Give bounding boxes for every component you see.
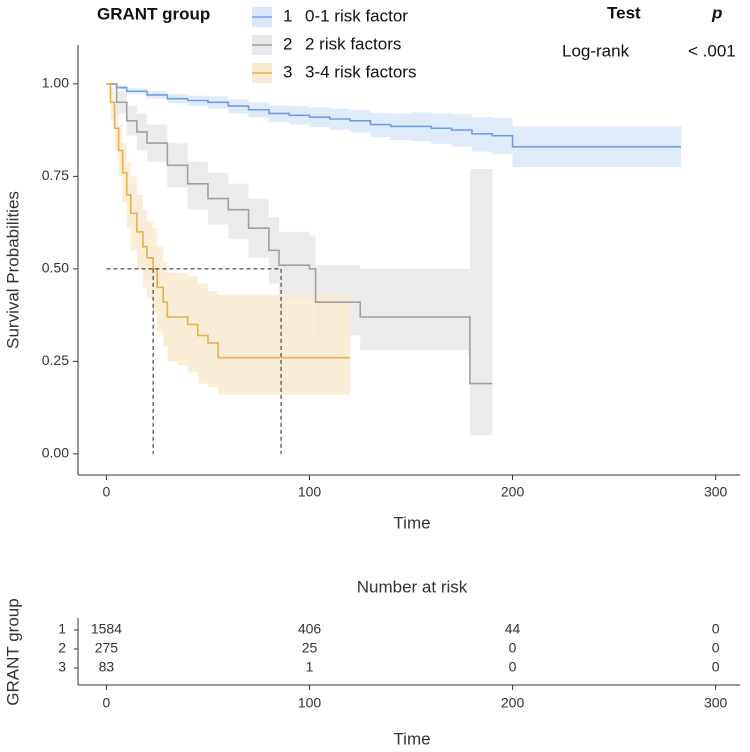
- risk-count: 83: [99, 659, 115, 675]
- risk-y-label: GRANT group: [3, 598, 22, 705]
- x-axis-label: Time: [393, 513, 430, 532]
- risk-x-tick-label: 300: [704, 695, 728, 711]
- p-value: < .001: [688, 41, 736, 60]
- risk-row-label: 3: [58, 659, 66, 675]
- risk-row-label: 1: [58, 621, 66, 637]
- risk-x-tick-label: 200: [501, 695, 525, 711]
- x-tick-label: 200: [501, 484, 525, 500]
- risk-count: 275: [95, 640, 119, 656]
- risk-count: 0: [509, 659, 517, 675]
- legend-key-label: 2: [283, 34, 292, 53]
- legend-title: GRANT group: [97, 4, 210, 23]
- risk-row-label: 2: [58, 640, 66, 656]
- risk-count: 44: [505, 621, 521, 637]
- legend-label: 3-4 risk factors: [305, 62, 416, 81]
- risk-count: 25: [302, 640, 318, 656]
- risk-x-tick-label: 0: [103, 695, 111, 711]
- legend-key-label: 3: [283, 62, 292, 81]
- risk-x-label: Time: [393, 729, 430, 748]
- ci-band: [106, 83, 351, 410]
- survival-line: [106, 83, 493, 385]
- y-tick-label: 0.00: [42, 445, 69, 461]
- x-tick-label: 100: [298, 484, 322, 500]
- risk-count: 1: [306, 659, 314, 675]
- x-tick-label: 0: [103, 484, 111, 500]
- test-header: Test: [607, 3, 641, 22]
- legend-key-label: 1: [283, 6, 292, 25]
- x-tick-label: 300: [704, 484, 728, 500]
- risk-count: 0: [712, 621, 720, 637]
- y-tick-label: 0.50: [42, 260, 69, 276]
- legend-label: 0-1 risk factor: [305, 6, 408, 25]
- p-header: p: [711, 3, 722, 22]
- ci-band: [106, 83, 493, 436]
- y-axis-label: Survival Probabilities: [3, 191, 22, 349]
- risk-count: 406: [298, 621, 322, 637]
- risk-count: 0: [712, 659, 720, 675]
- risk-count: 1584: [91, 621, 122, 637]
- risk-title: Number at risk: [357, 577, 468, 596]
- test-name: Log-rank: [562, 41, 630, 60]
- survival-line: [106, 83, 351, 359]
- y-tick-label: 0.25: [42, 352, 69, 368]
- survival-line: [106, 83, 682, 148]
- ci-band: [106, 83, 682, 168]
- risk-count: 0: [509, 640, 517, 656]
- risk-count: 0: [712, 640, 720, 656]
- y-tick-label: 0.75: [42, 167, 69, 183]
- risk-x-tick-label: 100: [298, 695, 322, 711]
- legend-label: 2 risk factors: [305, 34, 401, 53]
- y-tick-label: 1.00: [42, 75, 69, 91]
